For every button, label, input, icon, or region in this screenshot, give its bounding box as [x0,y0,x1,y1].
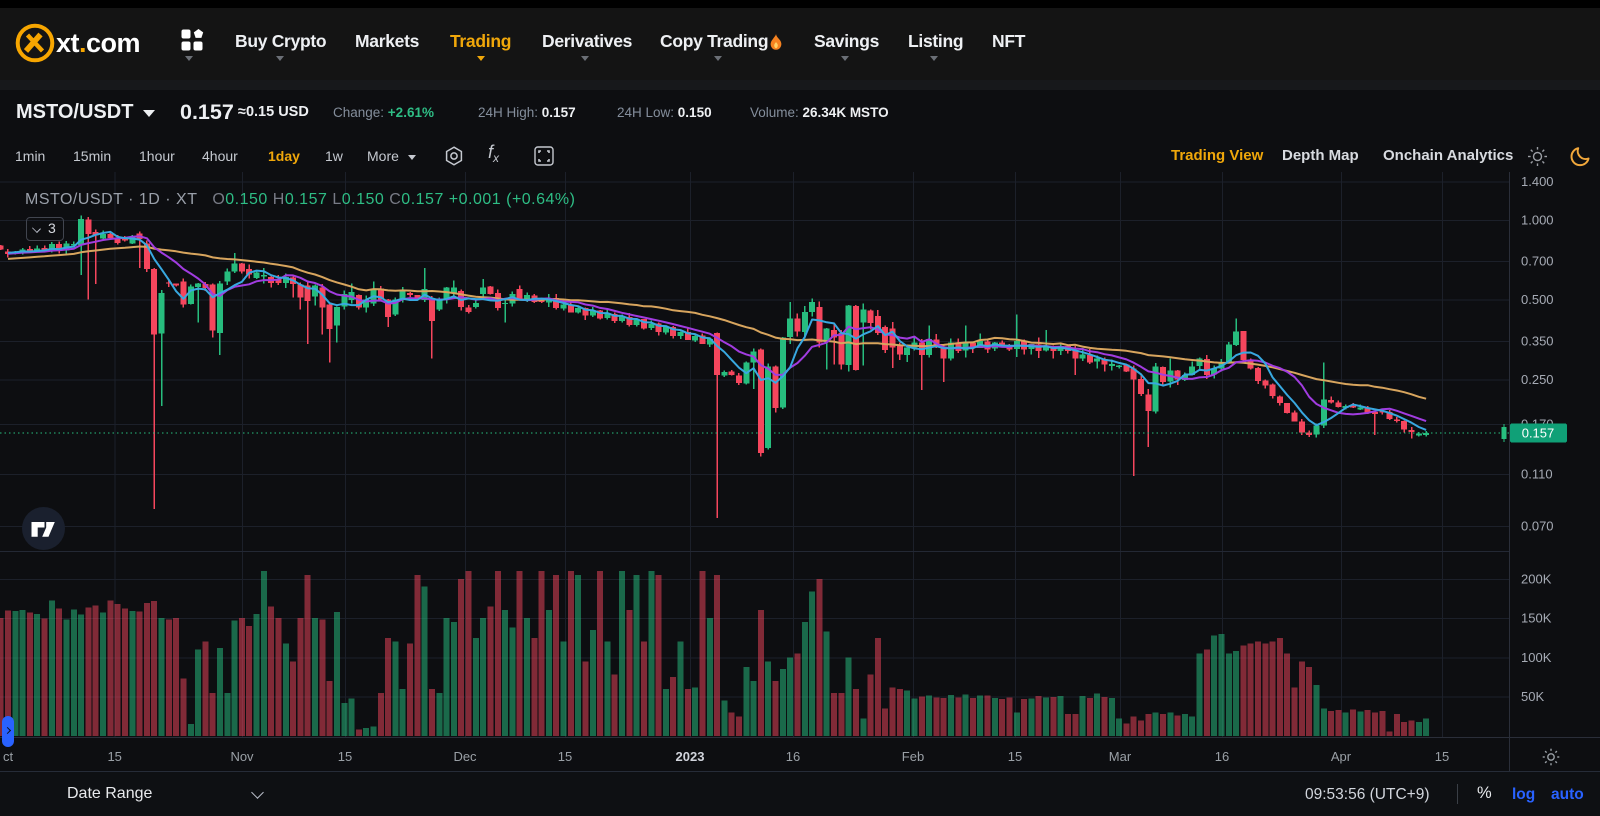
svg-text:Mar: Mar [1109,749,1132,764]
svg-text:15: 15 [1435,749,1449,764]
svg-text:Apr: Apr [1331,749,1352,764]
svg-text:0.500: 0.500 [1521,292,1554,307]
svg-text:1.400: 1.400 [1521,174,1554,189]
svg-text:16: 16 [1215,749,1229,764]
svg-text:15: 15 [1008,749,1022,764]
svg-text:150K: 150K [1521,611,1552,626]
svg-text:16: 16 [786,749,800,764]
svg-text:100K: 100K [1521,650,1552,665]
svg-text:Feb: Feb [902,749,924,764]
svg-text:2023: 2023 [676,749,705,764]
svg-text:15: 15 [107,749,121,764]
svg-text:0.110: 0.110 [1521,466,1553,481]
svg-text:200K: 200K [1521,571,1552,586]
svg-text:0.350: 0.350 [1521,333,1554,348]
svg-text:15: 15 [558,749,572,764]
svg-text:0.070: 0.070 [1521,518,1554,533]
svg-text:0.157: 0.157 [1522,426,1555,441]
svg-text:ct: ct [3,749,14,764]
svg-text:50K: 50K [1521,689,1544,704]
svg-text:15: 15 [338,749,352,764]
svg-text:Dec: Dec [453,749,477,764]
svg-text:0.250: 0.250 [1521,372,1554,387]
svg-text:0.700: 0.700 [1521,254,1554,269]
svg-text:Nov: Nov [230,749,254,764]
svg-text:1.000: 1.000 [1521,213,1554,228]
